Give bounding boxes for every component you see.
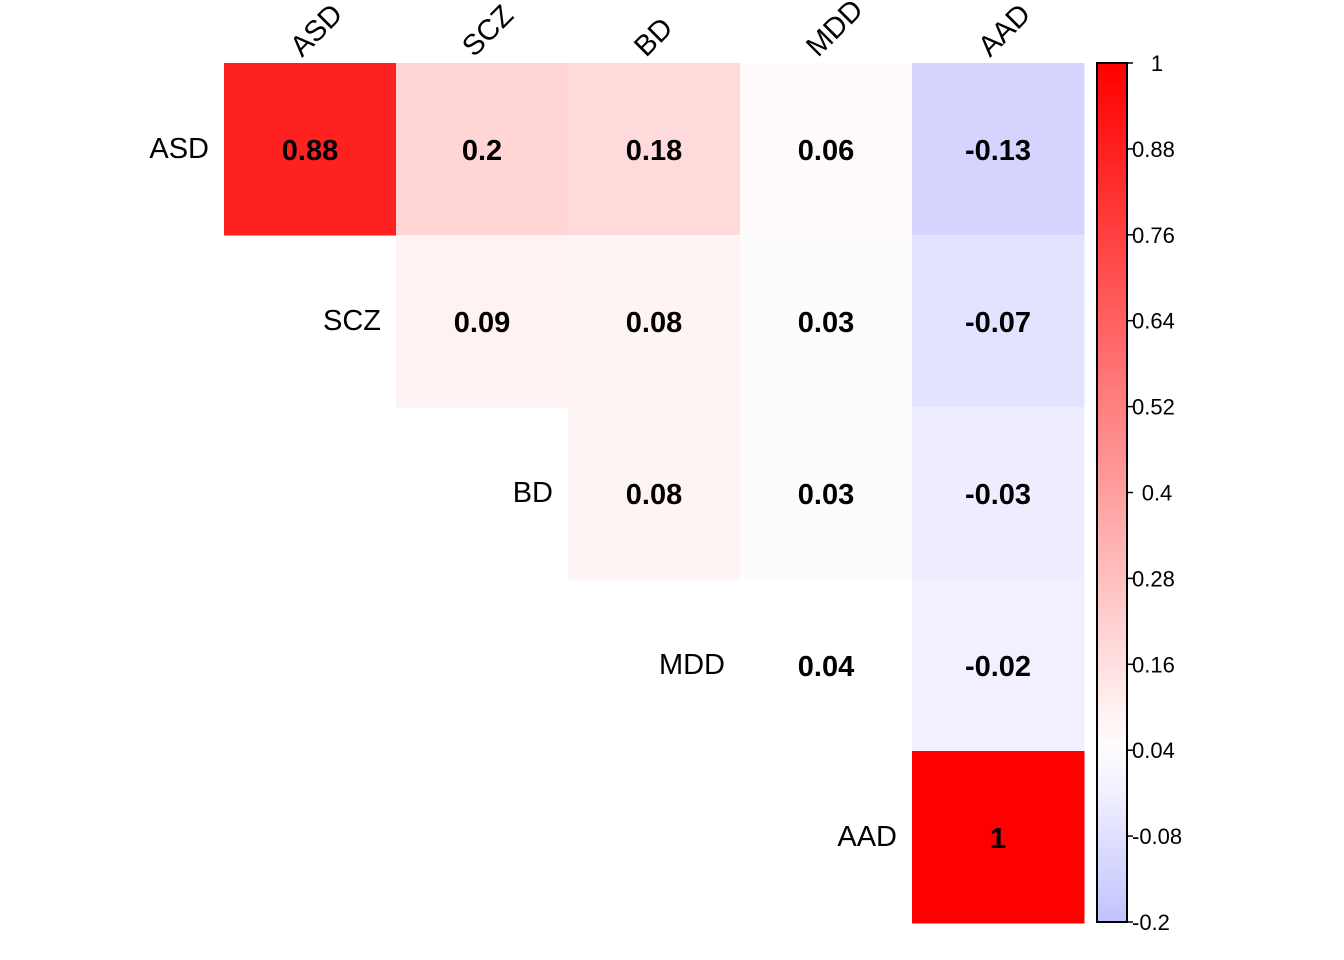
cell-value-label: 0.18	[626, 135, 682, 167]
heatmap-cell-mdd-aad	[912, 579, 1085, 752]
colorbar-tick-label: 0.88	[1132, 137, 1175, 162]
colorbar-tick-label: -0.08	[1132, 824, 1182, 849]
heatmap-cell-mdd-mdd	[740, 579, 913, 752]
heatmap-cell-scz-aad	[912, 235, 1085, 408]
cell-value-label: -0.02	[965, 651, 1031, 683]
cell-value-label: 0.04	[798, 651, 854, 683]
colorbar-tick-label: 0.16	[1132, 652, 1175, 677]
column-label-mdd: MDD	[800, 0, 869, 63]
heatmap-cell-asd-bd	[568, 63, 741, 236]
heatmap-cell-scz-scz	[396, 235, 569, 408]
heatmap-cell-scz-bd	[568, 235, 741, 408]
heatmap-cell-aad-aad	[912, 751, 1085, 924]
heatmap-cell-asd-asd	[224, 63, 397, 236]
colorbar-tick-label: 0.28	[1132, 566, 1175, 591]
colorbar-tick-label: 0.76	[1132, 223, 1175, 248]
row-label-asd: ASD	[149, 133, 209, 165]
column-label-aad: AAD	[972, 0, 1037, 63]
column-label-bd: BD	[628, 12, 679, 63]
heatmap-cell-bd-aad	[912, 407, 1085, 580]
cell-value-label: 0.03	[798, 479, 854, 511]
cell-value-label: 0.09	[454, 307, 510, 339]
colorbar-ticks: 1 0.88 0.76 0.64 0.52 0.4 0.28 0.16 0.04 -0.08 -0.…	[1127, 51, 1182, 935]
row-label-scz: SCZ	[323, 305, 381, 337]
column-labels: ASD SCZ BD MDD AAD	[284, 0, 1037, 63]
heatmap-values: 0.88 0.2 0.18 0.06 -0.13 0.09 0.08 0.03 -0.07 0.0…	[282, 135, 1031, 855]
cell-value-label: 0.06	[798, 135, 854, 167]
heatmap-cells	[224, 63, 1085, 924]
colorbar: 1 0.88 0.76 0.64 0.52 0.4 0.28 0.16 0.04 -0.08 -0.…	[1096, 51, 1182, 935]
column-label-asd: ASD	[284, 0, 349, 63]
colorbar-tick-label: 1	[1151, 51, 1163, 76]
colorbar-tick-label: -0.2	[1132, 910, 1170, 935]
cell-value-label: 0.08	[626, 307, 682, 339]
row-label-mdd: MDD	[659, 649, 725, 681]
cell-value-label: 0.88	[282, 135, 338, 167]
row-label-aad: AAD	[837, 821, 897, 853]
heatmap-cell-asd-scz	[396, 63, 569, 236]
heatmap-cell-asd-mdd	[740, 63, 913, 236]
row-labels: ASD SCZ BD MDD AAD	[149, 133, 897, 853]
heatmap-cell-asd-aad	[912, 63, 1085, 236]
colorbar-tick-label: 0.52	[1132, 395, 1175, 420]
column-label-scz: SCZ	[456, 0, 520, 63]
heatmap-cell-bd-bd	[568, 407, 741, 580]
colorbar-tick-label: 0.64	[1132, 309, 1175, 334]
cell-value-label: 0.2	[462, 135, 502, 167]
cell-value-label: -0.03	[965, 479, 1031, 511]
cell-value-label: -0.07	[965, 307, 1031, 339]
cell-value-label: 0.08	[626, 479, 682, 511]
row-label-bd: BD	[513, 477, 553, 509]
colorbar-tick-label: 0.04	[1132, 738, 1175, 763]
cell-value-label: 0.03	[798, 307, 854, 339]
colorbar-tick-label: 0.4	[1142, 481, 1173, 506]
heatmap-cell-scz-mdd	[740, 235, 913, 408]
cell-value-label: -0.13	[965, 135, 1031, 167]
colorbar-gradient	[1096, 62, 1128, 923]
cell-value-label: 1	[990, 823, 1006, 855]
heatmap-cell-bd-mdd	[740, 407, 913, 580]
